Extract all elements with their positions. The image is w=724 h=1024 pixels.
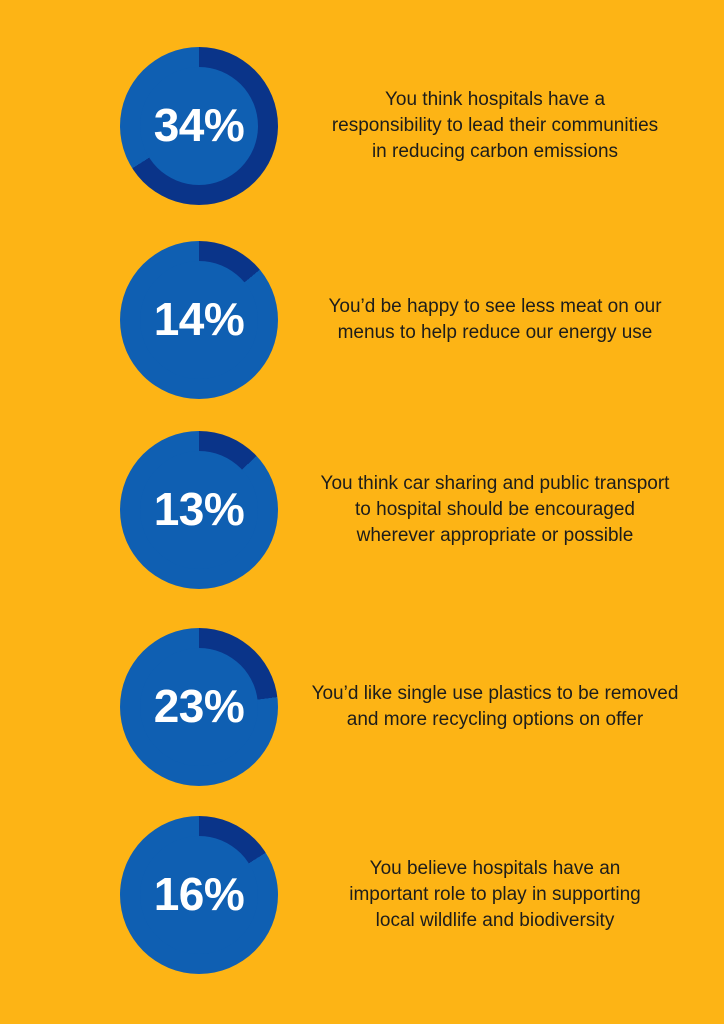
donut-chart-34: 34% (120, 47, 278, 205)
percent-value: 16% (153, 868, 245, 920)
donut-center: 34% (140, 67, 258, 185)
stat-caption: You think hospitals have a responsibilit… (331, 89, 659, 162)
donut-chart-23: 23% (120, 628, 278, 786)
percent-value: 13% (153, 483, 245, 535)
stat-row-wildlife-biodiversity: 16% You believe hospitals have an import… (0, 816, 724, 974)
donut-center: 23% (140, 648, 258, 766)
donut-center: 13% (140, 451, 258, 569)
percent-value: 14% (153, 293, 245, 345)
stat-row-carbon-emissions: 34% You think hospitals have a responsib… (0, 47, 724, 205)
stat-caption: You’d be happy to see less meat on our m… (328, 296, 662, 343)
stat-row-car-sharing: 13% You think car sharing and public tra… (0, 431, 724, 589)
percent-value: 34% (153, 99, 245, 151)
stat-caption: You believe hospitals have an important … (349, 858, 641, 931)
stat-caption: You’d like single use plastics to be rem… (311, 683, 679, 730)
donut-center: 14% (140, 261, 258, 379)
percent-value: 23% (153, 680, 245, 732)
donut-center: 16% (140, 836, 258, 954)
donut-chart-16: 16% (120, 816, 278, 974)
stat-caption: You think car sharing and public transpo… (320, 473, 670, 546)
stat-row-less-meat: 14% You’d be happy to see less meat on o… (0, 241, 724, 399)
stat-row-single-use-plastics: 23% You’d like single use plastics to be… (0, 628, 724, 786)
donut-chart-13: 13% (120, 431, 278, 589)
donut-chart-14: 14% (120, 241, 278, 399)
